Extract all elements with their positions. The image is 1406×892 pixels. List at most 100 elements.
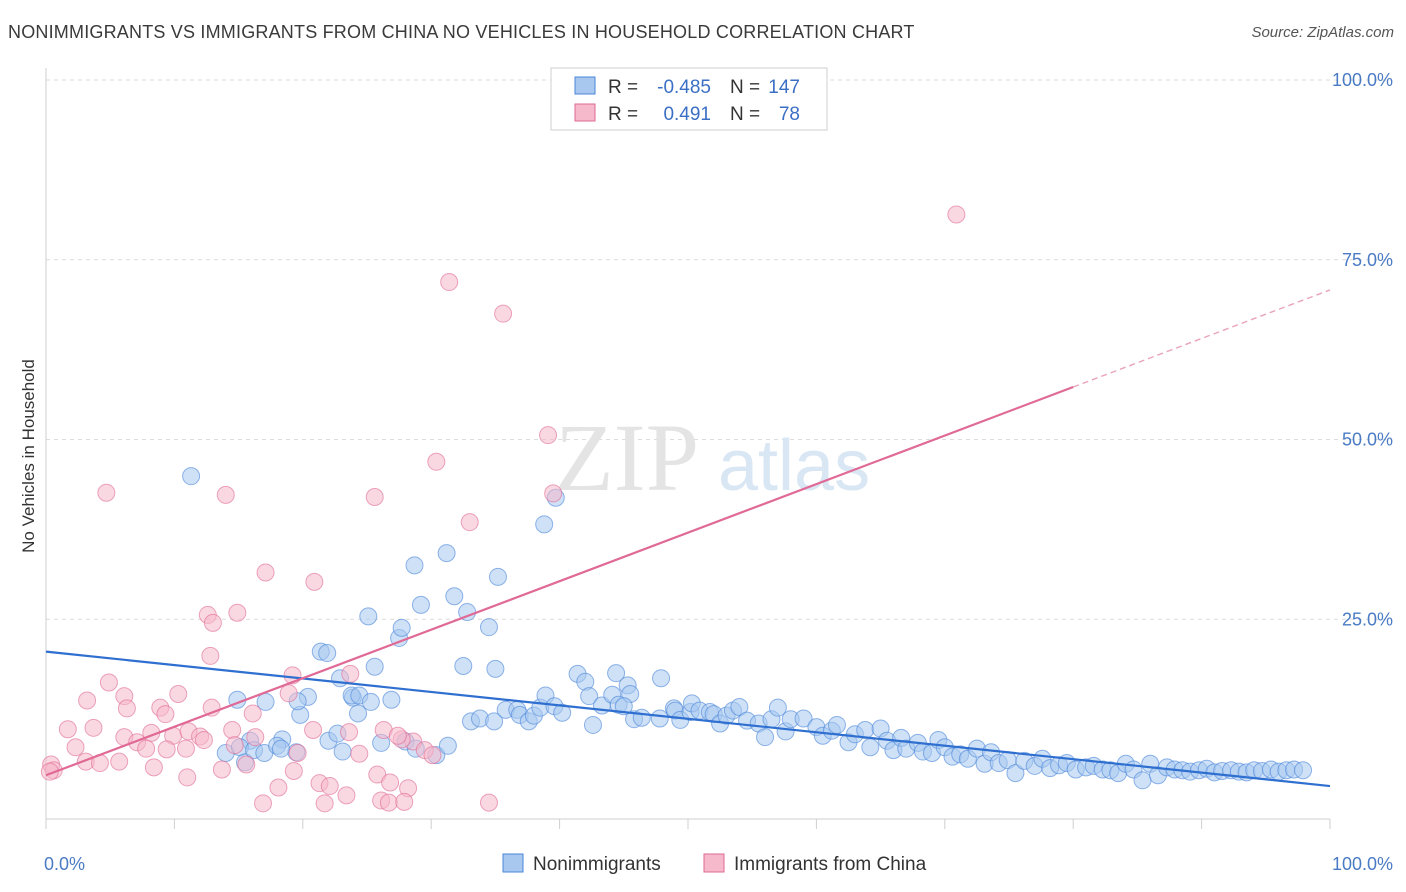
point-immigrants-china [212, 760, 231, 779]
trend-line-extension-immigrants-china [1072, 289, 1331, 388]
point-immigrants-china [223, 720, 242, 739]
point-nonimmigrants [535, 515, 554, 534]
point-immigrants-china [368, 765, 387, 784]
point-immigrants-china [178, 768, 197, 787]
point-immigrants-china [288, 743, 307, 762]
point-nonimmigrants [652, 669, 671, 688]
point-immigrants-china [395, 792, 414, 811]
chart-title: NONIMMIGRANTS VS IMMIGRANTS FROM CHINA N… [8, 22, 915, 42]
point-immigrants-china [423, 746, 442, 765]
point-nonimmigrants [479, 618, 498, 637]
x-tick-label: 0.0% [44, 854, 85, 874]
watermark: ZIP atlas [555, 404, 870, 511]
point-immigrants-china [97, 483, 116, 502]
point-immigrants-china [315, 794, 334, 813]
point-nonimmigrants [411, 595, 430, 614]
point-nonimmigrants [405, 556, 424, 575]
point-nonimmigrants [632, 708, 651, 727]
point-nonimmigrants [271, 739, 290, 758]
point-immigrants-china [156, 705, 175, 724]
legend-swatch-nonimmigrants [574, 76, 596, 95]
bottom-legend-swatch-immigrants-china [703, 853, 725, 873]
point-immigrants-china [337, 786, 356, 805]
point-nonimmigrants [1294, 761, 1313, 780]
tick-labels: 25.0% 50.0% 75.0% 100.0% 0.0% 100.0% [44, 70, 1393, 874]
axes [45, 68, 1331, 829]
trend-line-immigrants-china [45, 385, 1074, 777]
point-immigrants-china [341, 664, 360, 683]
y-tick-label: 25.0% [1342, 609, 1393, 629]
point-immigrants-china [440, 273, 459, 292]
point-immigrants-china [84, 718, 103, 737]
series-legend: Nonimmigrants Immigrants from China [502, 853, 927, 875]
point-immigrants-china [284, 761, 303, 780]
point-immigrants-china [157, 740, 176, 759]
bottom-legend-label-nonimmigrants: Nonimmigrants [533, 854, 661, 875]
correlation-legend: R = -0.485 N = 147 R = 0.491 N = 78 [550, 67, 828, 131]
point-immigrants-china [381, 773, 400, 792]
legend-n-label-2: N = [730, 104, 760, 125]
watermark-atlas: atlas [718, 426, 870, 506]
series-immigrants-china [40, 205, 966, 813]
point-immigrants-china [203, 613, 222, 632]
point-immigrants-china [99, 673, 118, 692]
point-immigrants-china [110, 752, 129, 771]
y-axis-label: No Vehicles in Household [19, 359, 38, 553]
point-immigrants-china [304, 720, 323, 739]
point-nonimmigrants [1133, 771, 1152, 790]
point-nonimmigrants [182, 467, 201, 486]
point-nonimmigrants [614, 697, 633, 716]
point-immigrants-china [253, 794, 272, 813]
point-immigrants-china [256, 563, 275, 582]
point-immigrants-china [494, 304, 513, 323]
point-immigrants-china [947, 205, 966, 224]
point-nonimmigrants [365, 657, 384, 676]
legend-swatch-immigrants-china [574, 103, 596, 122]
point-immigrants-china [539, 426, 558, 445]
point-immigrants-china [237, 755, 256, 774]
y-tick-label: 75.0% [1342, 250, 1393, 270]
point-nonimmigrants [1006, 764, 1025, 783]
point-immigrants-china [137, 739, 156, 758]
legend-r-value-1: -0.485 [657, 77, 711, 98]
point-nonimmigrants [583, 715, 602, 734]
point-immigrants-china [279, 684, 298, 703]
point-nonimmigrants [486, 659, 505, 678]
point-immigrants-china [225, 736, 244, 755]
point-immigrants-china [176, 739, 195, 758]
point-immigrants-china [201, 646, 220, 665]
point-immigrants-china [117, 699, 136, 718]
point-immigrants-china [269, 778, 288, 797]
point-immigrants-china [305, 572, 324, 591]
point-immigrants-china [427, 452, 446, 471]
point-nonimmigrants [861, 738, 880, 757]
point-nonimmigrants [438, 736, 457, 755]
point-nonimmigrants [607, 664, 626, 683]
point-immigrants-china [460, 513, 479, 532]
point-immigrants-china [216, 485, 235, 504]
legend-n-value-2: 78 [779, 104, 800, 125]
legend-r-label-2: R = [608, 104, 638, 125]
legend-r-label-1: R = [608, 77, 638, 98]
point-nonimmigrants [488, 567, 507, 586]
point-nonimmigrants [437, 544, 456, 563]
point-nonimmigrants [485, 712, 504, 731]
point-nonimmigrants [349, 704, 368, 723]
legend-n-value-1: 147 [768, 77, 800, 98]
point-nonimmigrants [454, 656, 473, 675]
point-immigrants-china [246, 728, 265, 747]
point-nonimmigrants [756, 728, 775, 747]
x-tick-label: 100.0% [1332, 854, 1393, 874]
point-immigrants-china [388, 726, 407, 745]
point-immigrants-china [194, 731, 213, 750]
point-nonimmigrants [318, 644, 337, 663]
point-immigrants-china [340, 723, 359, 742]
point-nonimmigrants [382, 690, 401, 709]
watermark-zip: ZIP [555, 404, 699, 511]
point-nonimmigrants [359, 607, 378, 626]
point-immigrants-china [243, 704, 262, 723]
point-immigrants-china [379, 793, 398, 812]
point-nonimmigrants [768, 698, 787, 717]
legend-n-label-1: N = [730, 77, 760, 98]
